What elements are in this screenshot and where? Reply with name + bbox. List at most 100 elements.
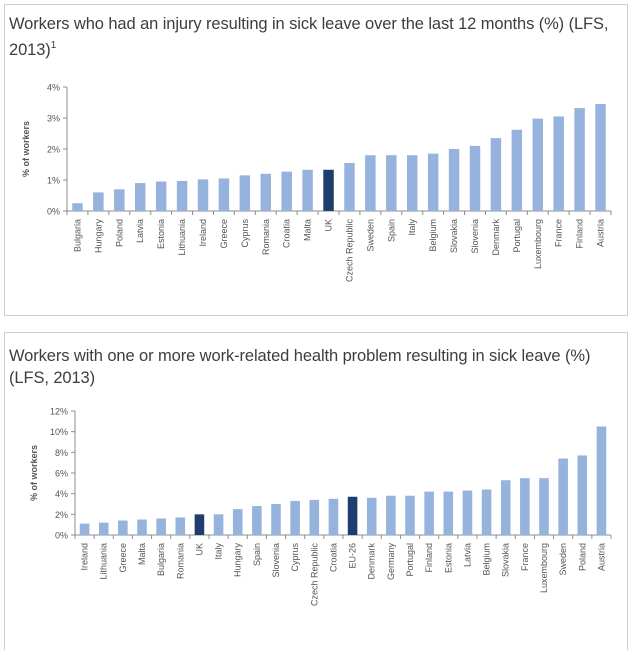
bar-austria	[596, 426, 607, 535]
x-tick-label: Belgium	[482, 543, 492, 576]
y-tick-label: 10%	[50, 427, 68, 437]
y-tick-label: 4%	[47, 83, 60, 93]
bar-slovakia	[500, 480, 511, 535]
footnote-marker: 1	[50, 40, 57, 51]
x-tick-label: Poland	[577, 543, 587, 571]
bar-estonia	[443, 491, 454, 535]
bar-greece	[218, 178, 230, 211]
bar-cyprus	[290, 500, 300, 535]
bar-portugal	[511, 129, 523, 211]
y-tick-label: 3%	[47, 114, 60, 124]
x-tick-label: Germany	[386, 543, 396, 581]
x-tick-label: Slovakia	[449, 219, 459, 253]
bar-romania	[260, 173, 271, 211]
x-tick-label: Austria	[596, 219, 606, 247]
x-tick-label: Hungary	[233, 543, 243, 578]
bar-france	[553, 116, 564, 211]
x-tick-label: Czech Republic	[344, 219, 354, 283]
bar-spain	[386, 155, 397, 211]
bar-croatia	[328, 498, 339, 535]
bar-lithuania	[98, 522, 109, 535]
bar-belgium	[427, 153, 439, 211]
x-tick-label: Italy	[407, 219, 417, 236]
x-tick-label: Latvia	[462, 543, 472, 567]
chart-title: Workers who had an injury resulting in s…	[9, 13, 621, 61]
x-tick-label: France	[554, 219, 564, 247]
bar-spain	[252, 506, 262, 535]
bar-portugal	[405, 495, 415, 535]
y-tick-label: 8%	[55, 448, 68, 458]
x-tick-label: Austria	[596, 543, 606, 571]
bar-lithuania	[176, 180, 188, 211]
x-tick-label: Lithuania	[177, 219, 187, 256]
bar-latvia	[462, 490, 473, 535]
bar-bulgaria	[156, 518, 166, 535]
x-tick-label: Luxembourg	[533, 219, 543, 269]
x-tick-label: Greece	[118, 543, 128, 573]
bar-italy	[213, 514, 224, 535]
x-tick-label: Italy	[214, 543, 224, 560]
bar-cyprus	[239, 175, 251, 211]
y-tick-label: 4%	[55, 489, 68, 499]
x-tick-label: Finland	[575, 219, 585, 249]
y-tick-label: 2%	[47, 145, 60, 155]
bar-croatia	[281, 171, 292, 211]
bar-sweden	[558, 458, 568, 535]
x-tick-label: Portugal	[512, 219, 522, 253]
bar-slovakia	[448, 149, 460, 211]
x-tick-label: France	[520, 543, 530, 571]
bar-germany	[386, 495, 396, 535]
x-tick-label: Denmark	[491, 219, 501, 256]
x-tick-label: Malta	[303, 219, 313, 241]
bar-luxembourg	[539, 478, 549, 535]
x-tick-label: Denmark	[367, 543, 377, 580]
bar-czech-republic	[344, 162, 355, 211]
x-tick-label: Estonia	[443, 543, 453, 573]
bar-czech-republic	[309, 499, 320, 535]
x-tick-label: Croatia	[328, 543, 338, 572]
bar-latvia	[135, 183, 146, 211]
x-tick-label: Belgium	[428, 219, 438, 252]
bar-malta	[302, 169, 313, 211]
x-tick-label: EU-26	[348, 543, 358, 569]
x-tick-label: UK	[194, 543, 204, 556]
chart-panel-health-problem: Workers with one or more work-related he…	[4, 332, 628, 650]
x-tick-label: Slovenia	[271, 543, 281, 578]
x-tick-label: Estonia	[156, 219, 166, 249]
bar-denmark	[366, 497, 377, 535]
bar-finland	[574, 108, 585, 211]
x-tick-label: Finland	[424, 543, 434, 573]
bar-hungary	[93, 192, 104, 211]
bar-finland	[424, 491, 434, 535]
bar-poland	[114, 189, 125, 211]
x-tick-label: Spain	[386, 219, 396, 242]
x-tick-label: Slovakia	[501, 543, 511, 577]
y-tick-label: 1%	[47, 176, 60, 186]
bar-bulgaria	[72, 203, 83, 211]
y-axis-title: % of workers	[29, 445, 39, 501]
x-tick-label: Spain	[252, 543, 262, 566]
chart-title: Workers with one or more work-related he…	[9, 347, 591, 387]
bar-luxembourg	[532, 118, 543, 211]
x-tick-label: Romania	[175, 543, 185, 579]
bar-italy	[407, 155, 418, 211]
bar-poland	[577, 455, 588, 535]
bar-ireland	[79, 523, 90, 535]
x-tick-label: Portugal	[405, 543, 415, 577]
bar-greece	[118, 520, 128, 535]
chart-panel-injury: Workers who had an injury resulting in s…	[4, 4, 628, 316]
x-tick-label: UK	[324, 219, 334, 232]
bar-malta	[137, 519, 147, 535]
x-tick-label: Czech Republic	[309, 543, 319, 607]
x-tick-label: Luxembourg	[539, 543, 549, 593]
bar-chart-injury: 0% 1% 2% 3% 4% % of workers Bulgaria Hungary Pol…	[21, 83, 612, 283]
x-tick-label: Romania	[261, 219, 271, 255]
x-tick-label: Lithuania	[99, 543, 109, 580]
y-tick-label: 0%	[47, 207, 60, 217]
x-tick-label: Ireland	[80, 543, 90, 571]
x-tick-label: Croatia	[282, 219, 292, 248]
bar-romania	[175, 517, 186, 535]
x-tick-label: Cyprus	[240, 219, 250, 248]
bar-estonia	[155, 181, 167, 211]
bar-chart-health-problem: 0% 2% 4% 6% 8% 10% 12% % of workers Ireland Lithu…	[29, 407, 612, 607]
